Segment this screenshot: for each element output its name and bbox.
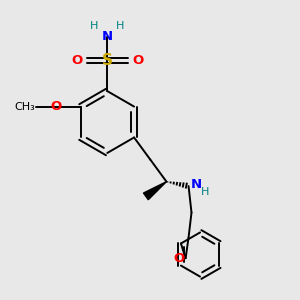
Text: O: O bbox=[50, 100, 61, 113]
Text: S: S bbox=[102, 53, 113, 68]
Text: O: O bbox=[132, 54, 144, 67]
Text: N: N bbox=[191, 178, 202, 191]
Text: H: H bbox=[201, 187, 209, 197]
Text: N: N bbox=[102, 30, 113, 43]
Text: CH₃: CH₃ bbox=[14, 102, 35, 112]
Text: H: H bbox=[116, 21, 125, 31]
Text: O: O bbox=[71, 54, 82, 67]
Text: O: O bbox=[173, 252, 184, 265]
Text: H: H bbox=[90, 21, 98, 31]
Polygon shape bbox=[143, 182, 167, 200]
